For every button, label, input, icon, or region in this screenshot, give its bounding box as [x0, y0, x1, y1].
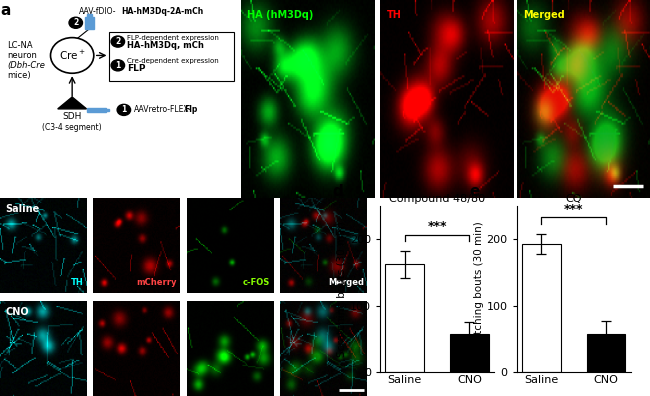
Circle shape: [51, 38, 94, 73]
Bar: [586, 334, 625, 372]
Text: ***: ***: [564, 203, 584, 216]
Polygon shape: [58, 97, 86, 109]
Bar: [385, 265, 424, 372]
Text: 1: 1: [115, 61, 120, 70]
Bar: [522, 244, 561, 372]
Text: c-FOS: c-FOS: [243, 278, 270, 287]
Text: HA-hM3Dq, mCh: HA-hM3Dq, mCh: [127, 41, 204, 50]
Text: neuron: neuron: [7, 51, 37, 60]
Text: Merged: Merged: [523, 10, 565, 20]
Bar: [106, 109, 109, 111]
Text: Merged: Merged: [328, 278, 364, 287]
Text: mice): mice): [7, 71, 31, 80]
Title: Compound 48/80: Compound 48/80: [389, 194, 485, 204]
Text: Flp: Flp: [184, 105, 198, 114]
Circle shape: [69, 17, 83, 28]
Bar: [87, 14, 92, 17]
Y-axis label: Scratching bouts (30 min): Scratching bouts (30 min): [337, 221, 347, 357]
Text: TH: TH: [71, 278, 83, 287]
Text: 2: 2: [73, 18, 79, 27]
Text: d: d: [333, 184, 343, 199]
Text: FLP-dependent expression: FLP-dependent expression: [127, 34, 219, 41]
Text: LC-NA: LC-NA: [7, 41, 33, 50]
Text: Cre$^+$: Cre$^+$: [58, 49, 86, 62]
Text: 1: 1: [122, 105, 127, 114]
Circle shape: [111, 36, 125, 47]
Title: CQ: CQ: [566, 194, 582, 204]
FancyBboxPatch shape: [109, 32, 235, 81]
Text: (Dbh-Cre: (Dbh-Cre: [7, 61, 45, 70]
Text: SDH: SDH: [62, 112, 82, 121]
Text: Saline: Saline: [5, 204, 40, 214]
Text: AAVretro-FLEX-: AAVretro-FLEX-: [133, 105, 192, 114]
Text: mCherry: mCherry: [136, 278, 177, 287]
Bar: [85, 17, 94, 29]
Text: (C3-4 segment): (C3-4 segment): [42, 123, 102, 132]
Bar: [450, 334, 489, 372]
Text: FLP: FLP: [127, 65, 146, 73]
Text: HA-hM3Dq-2A-mCh: HA-hM3Dq-2A-mCh: [122, 8, 203, 16]
Text: AAV-fDIO-: AAV-fDIO-: [79, 8, 117, 16]
Text: ***: ***: [428, 220, 447, 233]
Text: e: e: [469, 184, 479, 199]
Text: 2: 2: [115, 37, 120, 46]
Text: TH: TH: [387, 10, 402, 20]
Text: Cre-dependent expression: Cre-dependent expression: [127, 58, 219, 65]
Circle shape: [111, 60, 125, 71]
Bar: [86, 108, 106, 112]
Text: CNO: CNO: [5, 307, 29, 317]
Text: HA (hM3Dq): HA (hM3Dq): [247, 10, 313, 20]
Text: a: a: [1, 3, 11, 18]
Y-axis label: Scratching bouts (30 min): Scratching bouts (30 min): [474, 221, 484, 357]
Circle shape: [117, 104, 131, 115]
